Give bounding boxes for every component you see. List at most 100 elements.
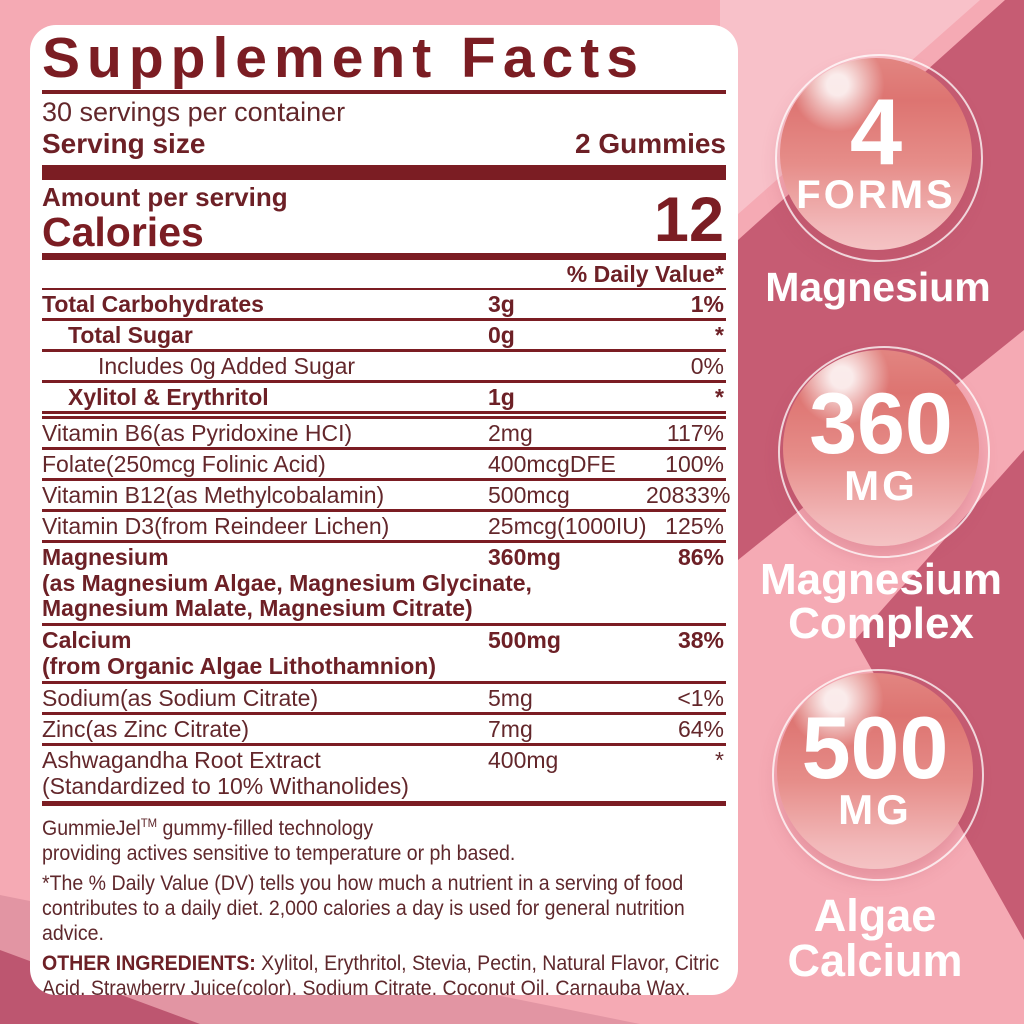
nutrient-name: Magnesium [42,543,169,570]
amount-per-serving-label: Amount per serving [42,182,288,213]
divider [42,317,726,321]
badge-caption-algae-calcium: Algae Calcium [787,890,963,986]
other-ingredients-text: Xylitol, Erythritol, Stevia, Pectin, Nat… [42,951,720,995]
badge-caption-magnesium: Magnesium [765,264,991,310]
other-ingredients: OTHER INGREDIENTS: Xylitol, Erythritol, … [42,951,726,995]
nutrient-row: Sodium(as Sodium Citrate) 5mg <1% [42,684,726,712]
divider [42,379,726,383]
nutrient-amount: 400mcgDFE [488,450,616,477]
nutrient-row: Vitamin D3(from Reindeer Lichen) 25mcg(1… [42,512,726,540]
trademark-symbol: TM [140,815,158,830]
nutrient-dv: 38% [677,626,724,653]
divider [42,711,726,715]
nutrient-name: Xylitol & Erythritol [68,383,269,410]
badge-unit: MG [838,785,912,833]
nutrient-name: Folate(250mcg Folinic Acid) [42,450,326,477]
thick-divider [42,165,726,181]
nutrient-row: Includes 0g Added Sugar 0% [42,352,726,380]
gummiejel-note-text: gummy-filled technology providing active… [42,816,516,865]
nutrient-dv: 125% [665,512,724,539]
nutrient-row: Calcium 500mg 38% [42,626,726,654]
nutrient-name: Ashwagandha Root Extract [42,746,321,773]
nutrient-name: Vitamin B12(as Methylcobalamin) [42,481,385,508]
nutrient-amount: 500mg [488,626,561,653]
double-divider [42,410,726,419]
nutrient-dv: 20833% [646,481,731,508]
nutrient-dv: 64% [677,715,724,742]
divider [42,477,726,481]
nutrient-row: Magnesium 360mg 86% [42,543,726,571]
nutrient-amount: 3g [488,290,515,317]
badge-4-forms-circle: 4 FORMS [780,58,972,250]
nutrient-subtext: (from Organic Algae Lithothamnion) [42,652,436,679]
badge-unit: FORMS [796,172,956,217]
nutrient-row: Ashwagandha Root Extract 400mg * [42,746,726,774]
nutrient-dv: 86% [677,543,724,570]
thick-divider [42,800,726,806]
nutrient-dv: * [715,383,724,410]
supplement-facts-title: Supplement Facts [42,26,645,90]
other-ingredients-label: OTHER INGREDIENTS: [42,951,256,975]
nutrient-name: Sodium(as Sodium Citrate) [42,684,319,711]
nutrient-name: Vitamin D3(from Reindeer Lichen) [42,512,390,539]
nutrient-name: Vitamin B6(as Pyridoxine HCI) [42,419,353,446]
nutrient-dv: 0% [690,352,724,379]
divider [42,742,726,746]
nutrient-row: Vitamin B12(as Methylcobalamin) 500mcg 2… [42,481,731,509]
nutrient-amount: 0g [488,321,515,348]
nutrient-dv: 1% [690,290,724,317]
nutrient-dv: * [715,321,724,348]
nutrient-dv: * [715,746,724,773]
nutrient-row: Total Sugar 0g * [42,321,726,349]
nutrient-amount: 500mcg [488,481,570,508]
gummiejel-brand: GummieJel [42,816,141,840]
nutrient-name: Calcium [42,626,132,653]
nutrient-dv: 100% [665,450,724,477]
badge-caption-magnesium-complex: Magnesium Complex [759,555,1003,648]
divider [42,446,726,450]
nutrient-row: Total Carbohydrates 3g 1% [42,290,726,318]
nutrient-name: Total Carbohydrates [42,290,264,317]
medium-divider [42,253,726,261]
divider [42,680,726,684]
badge-unit: MG [844,461,918,509]
servings-per-container: 30 servings per container [42,97,346,128]
badge-500-mg-circle: 500 MG [777,673,973,869]
nutrient-subtext: (Standardized to 10% Withanolides) [42,772,409,799]
supplement-facts-panel: Supplement Facts 30 servings per contain… [30,25,738,995]
badge-value: 500 [801,698,949,798]
nutrient-amount: 360mg [488,543,561,570]
daily-value-footnote: *The % Daily Value (DV) tells you how mu… [42,871,685,945]
badge-360-mg-circle: 360 MG [783,350,979,546]
calories-section: Amount per serving Calories 12 [42,182,726,256]
nutrient-amount: 400mg [488,746,559,773]
nutrient-row: Folate(250mcg Folinic Acid) 400mcgDFE 10… [42,450,726,478]
nutrient-subtext: (as Magnesium Algae, Magnesium Glycinate… [42,569,532,621]
nutrient-dv: 117% [666,419,724,446]
nutrient-amount: 1g [488,383,515,410]
nutrient-row: Vitamin B6(as Pyridoxine HCI) 2mg 117% [42,419,726,447]
serving-size-row: Serving size 2 Gummies [42,127,726,160]
divider [42,622,726,626]
calories-value: 12 [653,185,724,256]
gummiejel-note: GummieJelTM gummy-filled technology prov… [42,811,726,866]
nutrient-amount: 2mg [488,419,533,446]
calories-label: Calories [42,209,204,256]
daily-value-header: % Daily Value* [566,261,724,288]
nutrient-name: Total Sugar [68,321,193,348]
nutrient-row: Zinc(as Zinc Citrate) 7mg 64% [42,715,726,743]
serving-size-label: Serving size [42,127,206,159]
divider [42,539,726,543]
divider [42,508,726,512]
nutrient-amount: 5mg [488,684,533,711]
serving-size-value: 2 Gummies [575,127,726,159]
divider [42,90,726,95]
badge-value: 360 [809,376,953,473]
nutrient-amount: 25mcg(1000IU) [488,512,647,539]
nutrient-name: Zinc(as Zinc Citrate) [42,715,250,742]
nutrient-amount: 7mg [488,715,533,742]
badge-value: 4 [849,79,903,185]
nutrient-name: Includes 0g Added Sugar [98,352,356,379]
nutrient-row: Xylitol & Erythritol 1g * [42,383,726,411]
divider [42,348,726,352]
